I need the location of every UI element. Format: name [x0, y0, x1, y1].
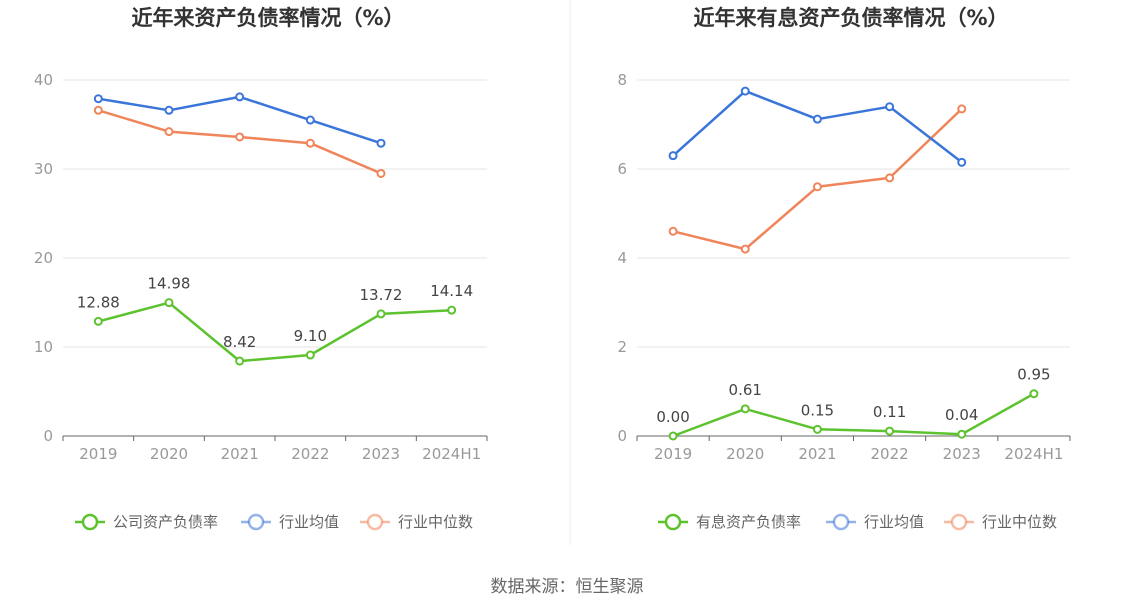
data-label: 12.88 [77, 293, 120, 311]
data-label: 0.00 [656, 408, 689, 426]
data-point [740, 86, 750, 96]
data-point [376, 309, 386, 319]
series-line [672, 392, 1035, 438]
chart-interest-bearing-debt-ratio: 近年来有息资产负债率情况（%） 0 2 4 6 8 2019 2020 2021 2022 202… [617, 6, 1071, 531]
y-tick-label: 6 [617, 160, 627, 178]
data-point [164, 298, 174, 308]
y-tick-label: 2 [617, 338, 627, 356]
x-tick-label: 2020 [150, 445, 188, 463]
data-point [164, 105, 174, 115]
legend-item[interactable]: 行业中位数 [944, 513, 1057, 531]
data-label: 0.61 [729, 381, 762, 399]
y-tick-label: 0 [43, 427, 53, 445]
data-point [668, 226, 678, 236]
data-point [235, 356, 245, 366]
x-tick-label: 2022 [291, 445, 329, 463]
series-line [97, 301, 452, 363]
data-label: 13.72 [360, 286, 403, 304]
legend-label: 行业均值 [864, 513, 924, 531]
y-tick-label: 4 [617, 249, 627, 267]
legend-swatch-marker [247, 513, 265, 531]
data-point [376, 168, 386, 178]
data-point [812, 424, 822, 434]
x-tick-label: 2023 [943, 445, 981, 463]
data-point [93, 316, 103, 326]
chart-title: 近年来资产负债率情况（%） [131, 6, 404, 30]
data-point [305, 115, 315, 125]
x-tick-label: 2024H1 [1004, 445, 1063, 463]
legend-swatch-marker [664, 513, 682, 531]
legend-label: 行业均值 [279, 513, 339, 531]
x-tick-label: 2021 [798, 445, 836, 463]
data-point [668, 151, 678, 161]
chart-debt-ratio: 近年来资产负债率情况（%） 0 10 20 30 40 2019 2020 2021 2022 2… [34, 6, 488, 531]
data-point [957, 429, 967, 439]
data-point [235, 92, 245, 102]
data-point [447, 305, 457, 315]
y-tick-label: 0 [617, 427, 627, 445]
series-line [97, 109, 382, 175]
data-point [93, 105, 103, 115]
data-point [305, 350, 315, 360]
legend-item[interactable]: 行业均值 [826, 513, 924, 531]
y-tick-label: 20 [34, 249, 53, 267]
data-point [164, 127, 174, 137]
y-tick-label: 10 [34, 338, 53, 356]
data-label: 0.11 [873, 403, 906, 421]
data-label: 9.10 [294, 327, 327, 345]
legend-swatch-marker [832, 513, 850, 531]
y-tick-label: 8 [617, 71, 627, 89]
data-label: 8.42 [223, 333, 256, 351]
legend-label: 有息资产负债率 [696, 513, 801, 531]
data-source: 数据来源：恒生聚源 [491, 577, 644, 597]
data-point [93, 94, 103, 104]
legend-swatch-marker [950, 513, 968, 531]
x-tick-label: 2020 [726, 445, 764, 463]
data-label: 14.14 [430, 282, 473, 300]
x-tick-label: 2022 [870, 445, 908, 463]
data-point [957, 104, 967, 114]
legend-label: 行业中位数 [982, 513, 1057, 531]
data-label: 14.98 [148, 275, 191, 293]
x-tick-label: 2023 [362, 445, 400, 463]
data-point [812, 114, 822, 124]
data-point [885, 173, 895, 183]
y-tick-label: 40 [34, 71, 53, 89]
data-point [376, 138, 386, 148]
x-tick-label: 2019 [654, 445, 692, 463]
legend-swatch-marker [366, 513, 384, 531]
y-tick-label: 30 [34, 160, 53, 178]
legend-label: 行业中位数 [398, 513, 473, 531]
data-point [885, 426, 895, 436]
legend-item[interactable]: 行业均值 [241, 513, 339, 531]
data-point [1029, 389, 1039, 399]
legend-item[interactable]: 公司资产负债率 [75, 513, 218, 531]
x-tick-label: 2019 [79, 445, 117, 463]
data-label: 0.15 [801, 401, 834, 419]
data-label: 0.95 [1017, 366, 1050, 384]
chart-title: 近年来有息资产负债率情况（%） [693, 6, 1008, 30]
data-point [235, 132, 245, 142]
data-label: 0.04 [945, 406, 978, 424]
legend-swatch-marker [81, 513, 99, 531]
data-point [668, 431, 678, 441]
x-tick-label: 2024H1 [422, 445, 481, 463]
data-point [957, 157, 967, 167]
data-point [885, 102, 895, 112]
x-tick-label: 2021 [221, 445, 259, 463]
data-point [305, 138, 315, 148]
data-point [740, 404, 750, 414]
legend-item[interactable]: 有息资产负债率 [658, 513, 801, 531]
data-point [740, 244, 750, 254]
data-point [812, 182, 822, 192]
legend-item[interactable]: 行业中位数 [360, 513, 473, 531]
legend-label: 公司资产负债率 [113, 513, 218, 531]
